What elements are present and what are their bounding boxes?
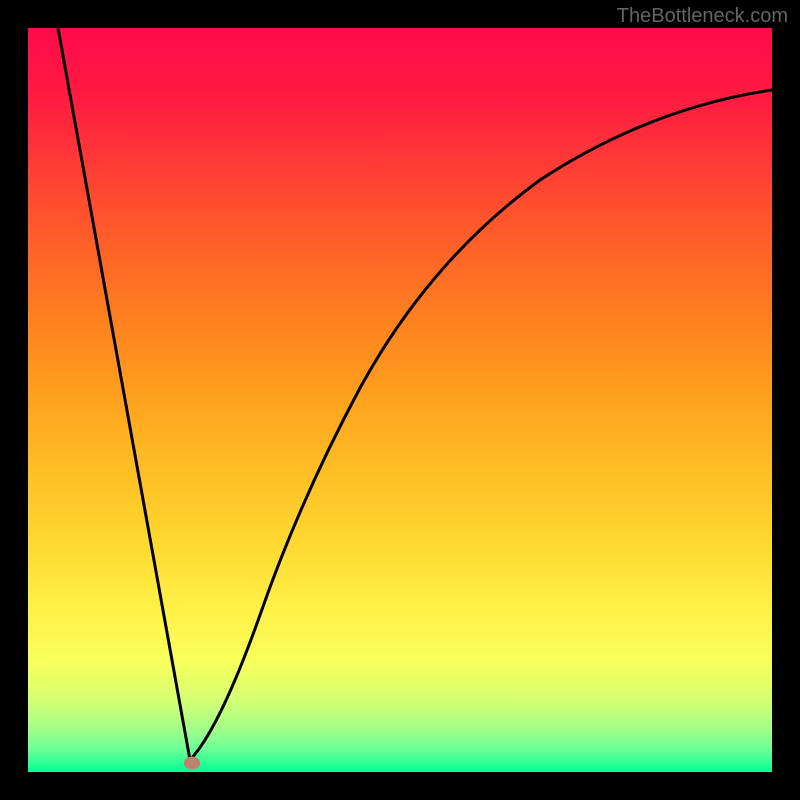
- optimal-point-marker: [184, 757, 200, 770]
- chart-container: TheBottleneck.com: [0, 0, 800, 800]
- plot-background: [28, 28, 772, 772]
- chart-svg: [0, 0, 800, 800]
- watermark-text: TheBottleneck.com: [617, 5, 788, 28]
